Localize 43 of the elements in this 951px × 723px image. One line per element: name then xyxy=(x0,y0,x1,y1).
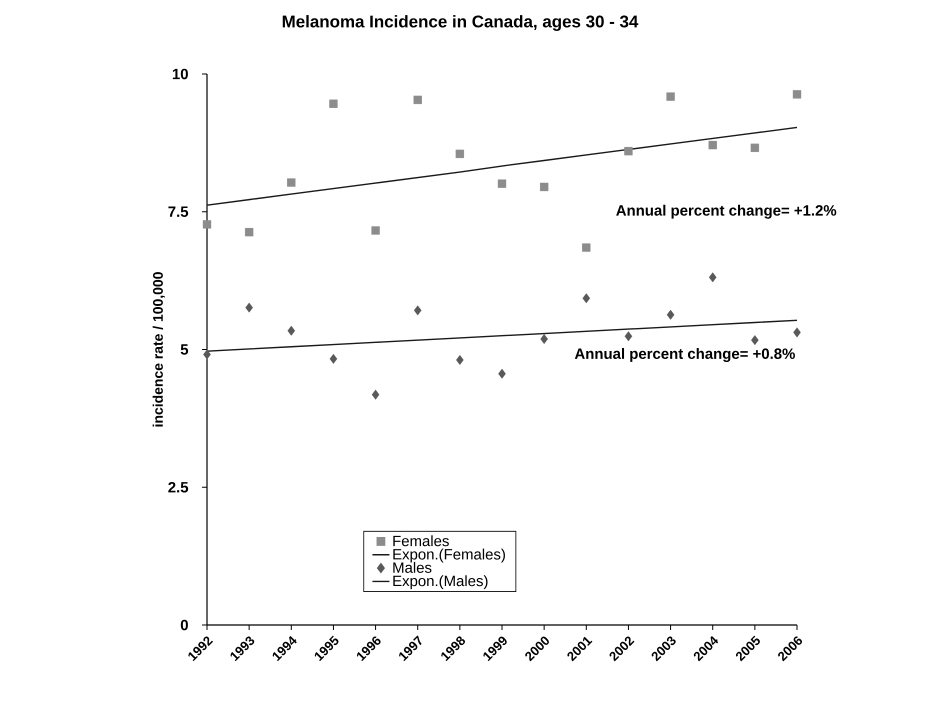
y-tick-label: 7.5 xyxy=(168,206,188,217)
point xyxy=(414,96,422,104)
y-axis-title: incidence rate / 100,000 xyxy=(152,272,165,426)
point xyxy=(330,354,338,364)
point xyxy=(751,335,759,346)
point xyxy=(624,331,632,342)
point xyxy=(202,220,212,229)
annotation: Annual percent change= +1.2% xyxy=(616,204,836,219)
point xyxy=(540,334,548,344)
point xyxy=(203,349,211,360)
point xyxy=(245,302,253,313)
y-tick-label: 2.5 xyxy=(168,482,188,493)
point xyxy=(792,90,802,99)
point xyxy=(456,150,464,158)
point xyxy=(498,368,506,379)
y-tick-label: 10 xyxy=(172,68,188,80)
point xyxy=(372,390,380,400)
point xyxy=(666,310,674,320)
point xyxy=(624,146,633,156)
point xyxy=(540,182,548,192)
point xyxy=(329,100,338,108)
point xyxy=(414,305,422,316)
point xyxy=(750,144,760,152)
y-tick-label: 0 xyxy=(180,620,188,630)
legend-label: Expon.(Females) xyxy=(393,548,505,563)
y-tick-label: 5 xyxy=(180,344,188,355)
point xyxy=(288,326,296,336)
point xyxy=(371,226,380,235)
point xyxy=(287,178,296,187)
point xyxy=(456,354,464,365)
annotation: Annual percent change= +0.8% xyxy=(574,348,795,362)
point xyxy=(708,140,717,150)
point xyxy=(582,243,590,252)
point xyxy=(666,92,675,101)
legend-label: Females xyxy=(393,535,449,546)
chart-title: Melanoma Incidence in Canada, ages 30 - 34 xyxy=(282,15,638,31)
point xyxy=(498,179,506,188)
legend-label: Males xyxy=(393,562,432,573)
point xyxy=(582,293,590,304)
legend-label: Expon.(Males) xyxy=(393,575,488,590)
point xyxy=(244,228,254,236)
point xyxy=(708,272,717,282)
point xyxy=(793,327,801,338)
